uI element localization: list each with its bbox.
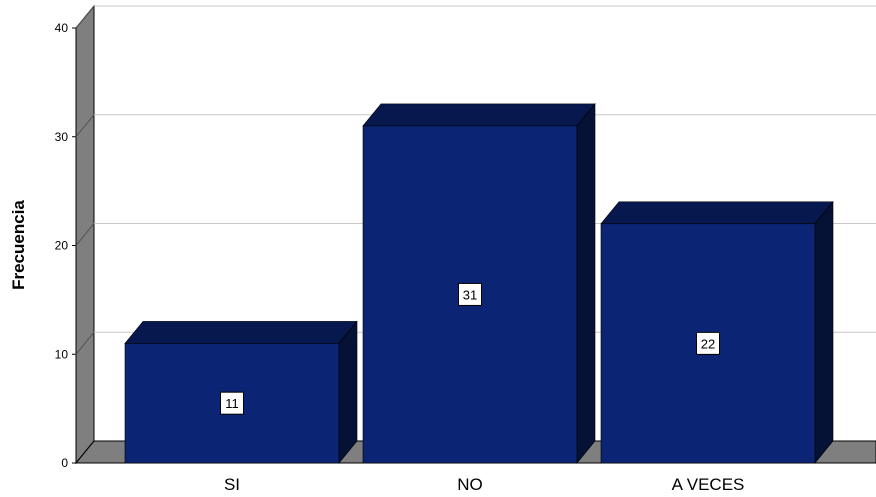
bar-si: 11 — [124, 320, 358, 464]
y-tick-label: 40 — [55, 21, 69, 35]
x-category-labels: SI NO A VECES — [224, 475, 744, 494]
y-tick-labels: 0 10 20 30 40 — [55, 21, 69, 470]
bars: 11 31 22 — [124, 103, 834, 464]
wall-tick-line — [75, 5, 95, 29]
bar-a-veces: 22 — [600, 200, 834, 464]
x-category-label: SI — [224, 475, 240, 494]
data-label: 22 — [701, 336, 715, 351]
bar-no: 31 — [362, 103, 596, 464]
y-axis-label: Frecuencia — [9, 200, 28, 290]
x-category-label: NO — [457, 475, 483, 494]
bar-side-face — [814, 200, 834, 464]
bar-top-face — [600, 201, 834, 225]
data-label-box — [458, 282, 482, 306]
data-label: 31 — [463, 287, 477, 302]
wall-tick-line — [75, 114, 95, 138]
bar-front-face — [362, 125, 578, 464]
data-label: 11 — [225, 396, 239, 411]
data-label-box — [220, 391, 244, 415]
y-tick-label: 20 — [55, 239, 69, 253]
wall-tick-line — [75, 223, 95, 246]
y-tick-label: 30 — [55, 130, 69, 144]
wall-tick-line — [75, 331, 95, 355]
y-tick-label: 10 — [55, 347, 69, 361]
bar-top-face — [362, 103, 596, 127]
x-category-label: A VECES — [672, 475, 745, 494]
data-label-box — [696, 331, 720, 355]
bar-side-face — [576, 103, 596, 464]
bar-side-face — [338, 320, 358, 464]
y-tick-label: 0 — [61, 456, 68, 470]
bar-top-face — [124, 321, 358, 344]
